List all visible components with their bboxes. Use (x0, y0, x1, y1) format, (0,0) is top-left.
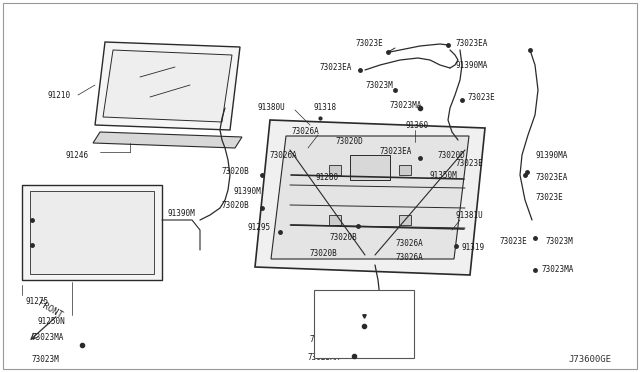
Text: 73020B: 73020B (310, 248, 338, 257)
Text: 91390M: 91390M (167, 208, 195, 218)
Text: W/OUT SUNROOF): W/OUT SUNROOF) (333, 347, 395, 353)
Text: 73023MA: 73023MA (542, 266, 574, 275)
Text: 91246: 91246 (65, 151, 88, 160)
Polygon shape (95, 42, 240, 130)
Text: 73023MA: 73023MA (32, 334, 65, 343)
Polygon shape (30, 191, 154, 274)
Text: 91210: 91210 (48, 90, 71, 99)
Text: 91295: 91295 (247, 224, 270, 232)
Text: 91360: 91360 (405, 122, 428, 131)
Text: 73023E: 73023E (455, 158, 483, 167)
Bar (329, 165, 341, 175)
Text: 73020B: 73020B (222, 201, 250, 209)
Text: 91380U: 91380U (258, 103, 285, 112)
Text: 73023E: 73023E (535, 193, 563, 202)
Bar (314, 290, 414, 358)
Text: (FOR VEHICLES: (FOR VEHICLES (335, 335, 392, 341)
Text: 73023EA: 73023EA (320, 62, 353, 71)
Text: 91318: 91318 (313, 103, 336, 112)
Text: FRONT: FRONT (36, 299, 64, 321)
Text: 91280: 91280 (315, 173, 338, 183)
Text: 73020B: 73020B (222, 167, 250, 176)
Text: 73020B: 73020B (330, 232, 358, 241)
Bar (399, 215, 411, 225)
Polygon shape (271, 136, 469, 259)
Text: 73023EA: 73023EA (535, 173, 568, 183)
Text: 73026A: 73026A (292, 128, 320, 137)
Text: 73023MA: 73023MA (348, 299, 380, 308)
Text: 91390MA: 91390MA (455, 61, 488, 70)
Text: 91350M: 91350M (430, 170, 458, 180)
Polygon shape (93, 132, 242, 148)
Text: 91381U: 91381U (455, 211, 483, 219)
Text: 73023E: 73023E (355, 38, 383, 48)
Text: 73026A: 73026A (270, 151, 298, 160)
Text: J73600GE: J73600GE (568, 356, 611, 365)
Text: 73023EA: 73023EA (380, 148, 412, 157)
Text: 91275: 91275 (25, 298, 48, 307)
Text: 73020D: 73020D (438, 151, 466, 160)
Polygon shape (22, 185, 162, 280)
Bar (399, 165, 411, 175)
Bar (329, 215, 341, 225)
Text: 73023M: 73023M (32, 356, 60, 365)
Text: 73023M: 73023M (365, 81, 393, 90)
Text: 91390M: 91390M (233, 187, 260, 196)
Text: 91319: 91319 (462, 243, 485, 251)
Text: 73023M: 73023M (310, 336, 338, 344)
Text: 73026A: 73026A (395, 238, 423, 247)
Text: 73023EA: 73023EA (455, 38, 488, 48)
Polygon shape (103, 50, 232, 122)
Text: 73023E: 73023E (500, 237, 528, 247)
Polygon shape (255, 120, 485, 275)
Text: 73023MA: 73023MA (390, 100, 422, 109)
Text: 73023MA: 73023MA (308, 353, 340, 362)
Text: 73020D: 73020D (335, 138, 363, 147)
Text: 73023M: 73023M (545, 237, 573, 247)
Text: 91250N: 91250N (37, 317, 65, 327)
Text: 73023E: 73023E (468, 93, 496, 102)
Bar (350, 155, 390, 180)
Text: 73026A: 73026A (395, 253, 423, 263)
Text: 91390MA: 91390MA (535, 151, 568, 160)
Text: 91390M: 91390M (330, 305, 358, 314)
